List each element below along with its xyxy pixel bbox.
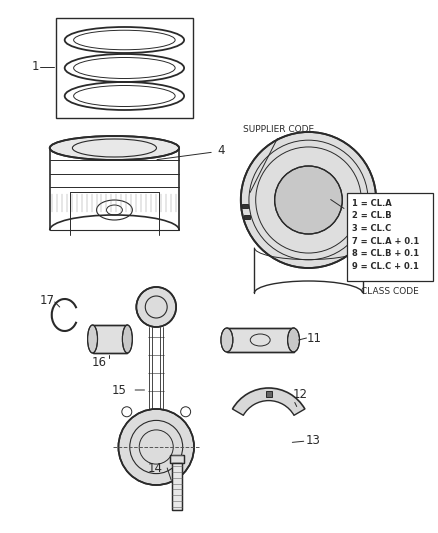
- Ellipse shape: [122, 325, 132, 353]
- Bar: [227, 328, 293, 352]
- Bar: [56, 18, 193, 118]
- Text: 11: 11: [307, 332, 322, 344]
- Bar: [242, 204, 248, 207]
- Bar: [170, 455, 184, 463]
- Text: 3 = CL.C: 3 = CL.C: [352, 224, 392, 233]
- Bar: [170, 455, 184, 463]
- Text: 7 = CL.A + 0.1: 7 = CL.A + 0.1: [352, 237, 420, 246]
- Text: 16: 16: [92, 356, 107, 368]
- Text: 8 = CL.B + 0.1: 8 = CL.B + 0.1: [352, 249, 420, 258]
- Polygon shape: [233, 388, 305, 415]
- Bar: [266, 391, 272, 397]
- Bar: [347, 193, 433, 281]
- Circle shape: [275, 166, 343, 234]
- Text: SUPPLIER CODE: SUPPLIER CODE: [243, 125, 314, 134]
- Bar: [172, 463, 182, 510]
- Ellipse shape: [221, 328, 233, 352]
- Circle shape: [118, 409, 194, 485]
- Text: 4: 4: [217, 143, 225, 157]
- Bar: [92, 325, 127, 353]
- Text: 14: 14: [148, 462, 163, 474]
- Circle shape: [136, 287, 176, 327]
- Ellipse shape: [50, 136, 179, 160]
- Text: 1 = CL.A: 1 = CL.A: [352, 198, 392, 207]
- Bar: [244, 215, 250, 219]
- Text: 12: 12: [293, 389, 308, 401]
- Text: 13: 13: [306, 433, 321, 447]
- Bar: [172, 463, 182, 510]
- Text: 15: 15: [112, 384, 127, 397]
- Text: CLASS CODE: CLASS CODE: [361, 287, 419, 295]
- Ellipse shape: [288, 328, 300, 352]
- Text: 2 = CL.B: 2 = CL.B: [352, 211, 392, 220]
- Bar: [227, 328, 293, 352]
- Text: 17: 17: [39, 294, 54, 306]
- Bar: [92, 325, 127, 353]
- Circle shape: [241, 132, 376, 268]
- Text: 9 = CL.C + 0.1: 9 = CL.C + 0.1: [352, 262, 419, 271]
- Ellipse shape: [88, 325, 98, 353]
- Text: 1: 1: [32, 61, 39, 74]
